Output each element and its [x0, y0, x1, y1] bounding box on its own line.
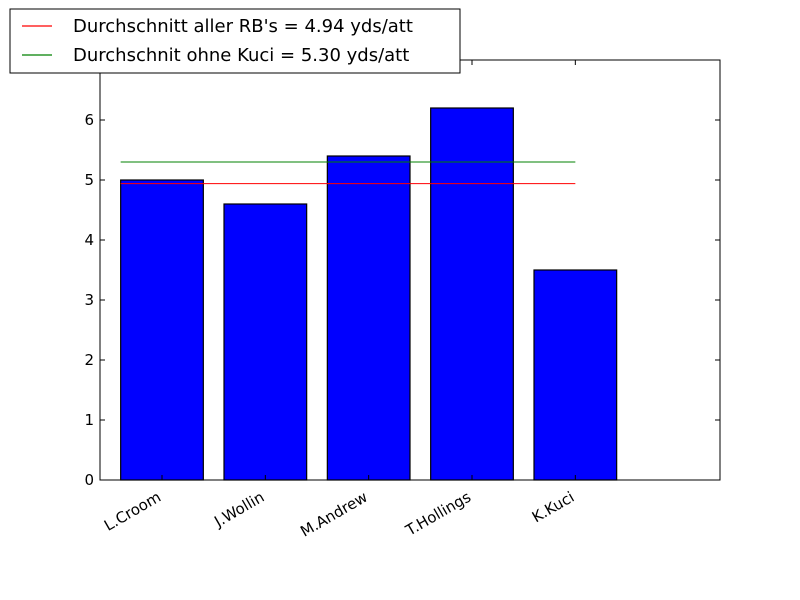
- y-tick-label: 3: [84, 291, 94, 309]
- bar-j-wollin: [223, 203, 308, 481]
- x-tick-label: J.Wollin: [210, 488, 267, 531]
- y-tick-label: 1: [84, 411, 94, 429]
- bars-group: [120, 107, 618, 481]
- legend-box: [9, 8, 461, 74]
- y-axis: 0 1 2 3 4 5 6: [84, 111, 720, 489]
- bar-k-kuci: [533, 269, 618, 481]
- y-tick-label: 4: [84, 231, 94, 249]
- x-tick-label: K.Kuci: [529, 488, 578, 526]
- legend-label-2: Durchschnit ohne Kuci = 5.30 yds/att: [73, 45, 409, 66]
- legend: Durchschnitt aller RB's = 4.94 yds/att Du…: [9, 8, 461, 74]
- y-tick-label: 0: [84, 471, 94, 489]
- x-tick-label: M.Andrew: [297, 488, 370, 541]
- y-tick-label: 6: [84, 111, 94, 129]
- bar-m-andrew: [326, 155, 411, 481]
- x-tick-label: L.Croom: [101, 488, 164, 535]
- bar-l-croom: [120, 179, 204, 481]
- y-tick-label: 5: [84, 171, 94, 189]
- reference-lines-group: [120, 161, 576, 185]
- bar-t-hollings: [430, 107, 514, 481]
- x-tick-label: T.Hollings: [402, 488, 474, 540]
- y-tick-label: 2: [84, 351, 94, 369]
- legend-label-1: Durchschnitt aller RB's = 4.94 yds/att: [73, 16, 413, 37]
